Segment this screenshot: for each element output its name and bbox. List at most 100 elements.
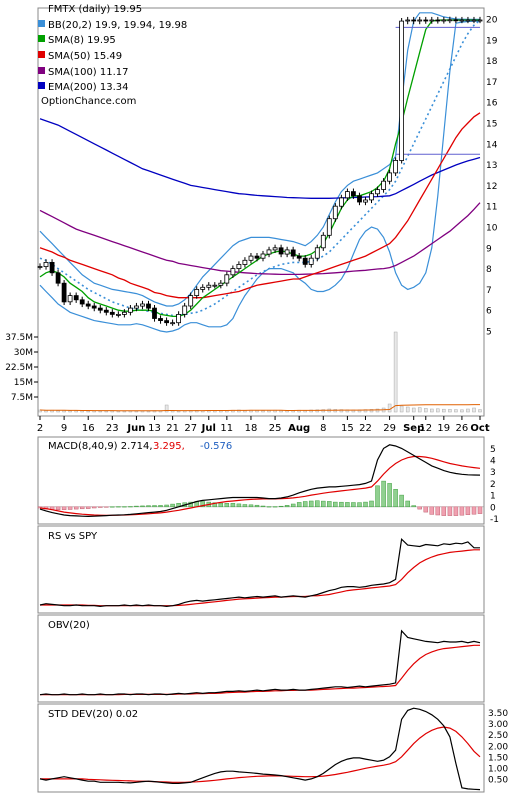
std-tick-2.00: 2.00	[488, 742, 508, 752]
candle-body	[332, 205, 338, 220]
price-tick-8: 8	[486, 265, 492, 275]
macd-histogram-bar	[61, 506, 67, 510]
macd-histogram-bar	[122, 506, 127, 508]
std-lines	[39, 707, 481, 791]
macd-histogram-bar	[308, 500, 314, 508]
volume-bar	[399, 405, 404, 413]
date-tick-22: 22	[359, 423, 372, 434]
macd-histogram-bar	[290, 503, 296, 508]
volume-bar	[86, 410, 90, 413]
obv-label: OBV(20)	[48, 620, 90, 631]
candle-body	[429, 19, 435, 22]
std-axis: 3.503.002.502.001.501.000.50	[488, 709, 508, 785]
volume-bar	[417, 407, 422, 413]
candle-body	[326, 218, 332, 236]
macd-line	[39, 444, 481, 518]
candle-body	[236, 263, 242, 269]
date-tick-16: 16	[82, 423, 95, 434]
macd-histogram-bar	[152, 505, 157, 508]
macd-histogram-bar	[110, 506, 115, 508]
std-tick-0.50: 0.50	[488, 775, 508, 785]
macd-histogram-bar	[248, 504, 254, 508]
date-tick-Oct: Oct	[470, 423, 489, 434]
date-tick-13: 13	[148, 423, 161, 434]
macd-histogram-bar	[224, 503, 230, 508]
macd-histogram-bar	[381, 480, 386, 508]
candle-body	[49, 261, 55, 274]
std-tick-3.00: 3.00	[488, 720, 508, 730]
date-tick-Aug: Aug	[288, 423, 310, 434]
candle-body	[375, 189, 380, 195]
std-tick-3.50: 3.50	[488, 709, 508, 719]
candle-body	[218, 282, 224, 286]
volume-bar	[411, 407, 416, 413]
candle-body	[73, 295, 79, 301]
macd-histogram-bar	[170, 503, 175, 508]
macd-histogram-bar	[128, 506, 133, 508]
macd-histogram-bar	[73, 506, 79, 510]
date-tick-15: 15	[341, 423, 354, 434]
volume-bar	[448, 409, 452, 413]
candle-body	[182, 305, 188, 315]
macd-histogram-bar	[447, 506, 453, 516]
macd-tick-1: 1	[490, 492, 496, 502]
volume-bar	[454, 409, 458, 413]
macd-label: MACD(8,40,9) 2.714,	[48, 441, 153, 452]
volume-bar	[176, 410, 181, 413]
candle-body	[308, 257, 314, 265]
candle-body	[67, 295, 73, 303]
date-tick-12: 12	[419, 423, 432, 434]
price-tick-15: 15	[486, 120, 497, 130]
date-tick-18: 18	[245, 423, 258, 434]
macd-histogram-bar	[266, 506, 272, 508]
candle-body	[296, 255, 302, 259]
volume-tick-15M: 15M	[14, 378, 33, 388]
macd-histogram-bar	[369, 500, 374, 508]
candle-body	[393, 159, 399, 174]
obv-lines	[39, 629, 481, 696]
macd-histogram-bar	[459, 506, 465, 516]
date-tick-29: 29	[383, 423, 396, 434]
candle-body	[188, 295, 194, 307]
candle-body	[477, 19, 483, 22]
candle-body	[194, 288, 200, 296]
candle-body	[140, 303, 145, 307]
macd-histogram-bar	[357, 502, 362, 508]
std-line	[39, 707, 481, 791]
candle-body	[206, 284, 212, 288]
macd-tick--1: -1	[490, 515, 499, 525]
rs-label: RS vs SPY	[48, 531, 98, 542]
macd-tick-5: 5	[490, 445, 496, 455]
price-tick-10: 10	[486, 224, 498, 234]
macd-histogram-bar	[339, 501, 344, 508]
candlesticks	[37, 16, 483, 326]
sma8-line	[39, 19, 480, 318]
legend-swatch-ema200	[38, 82, 45, 89]
candle-body	[176, 313, 182, 324]
candle-body	[248, 255, 254, 261]
candle-body	[350, 191, 356, 197]
macd-histogram-bar	[387, 483, 392, 508]
volume-bar	[98, 410, 103, 413]
candle-body	[471, 19, 477, 22]
macd-histogram-bar	[242, 504, 248, 508]
std-panel: 3.503.002.502.001.501.000.50 STD DEV(20)…	[37, 703, 508, 793]
candle-body	[290, 249, 296, 257]
candle-body	[127, 307, 133, 313]
volume-bar	[424, 408, 428, 413]
macd-histogram-bar	[158, 505, 163, 508]
volume-bar	[375, 408, 380, 413]
date-tick-25: 25	[269, 423, 282, 434]
candle-body	[158, 318, 163, 321]
candle-body	[423, 19, 429, 22]
macd-histogram-bar	[164, 504, 169, 508]
macd-histogram-bar	[91, 506, 97, 509]
macd-histogram-bar	[98, 506, 103, 508]
candle-body	[91, 305, 97, 309]
volume-bar	[460, 409, 464, 413]
macd-histogram-bar	[85, 506, 91, 509]
rs-panel: RS vs SPY	[37, 525, 485, 614]
macd-histogram-bar	[302, 501, 308, 508]
candle-body	[435, 19, 441, 22]
